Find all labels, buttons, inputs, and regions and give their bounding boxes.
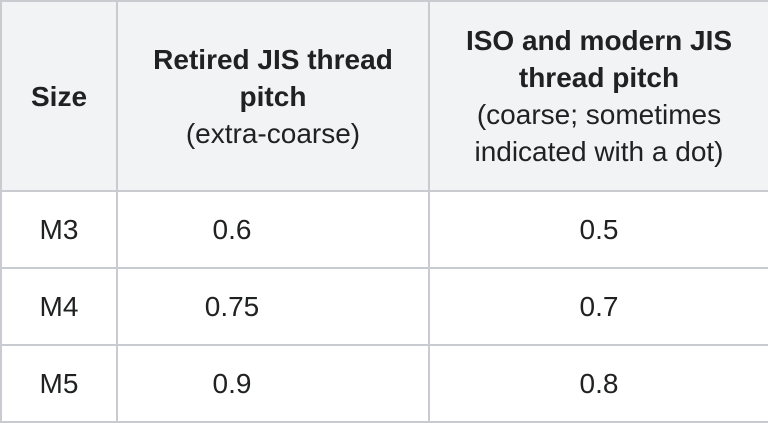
table-row: M5 0.9 0.8 <box>0 344 768 423</box>
header-title: ISO and modern JIS thread pitch <box>465 25 733 93</box>
table-cell: 0.7 <box>428 267 768 346</box>
header-title: Retired JIS thread pitch <box>153 43 393 112</box>
table-cell: 0.75 <box>116 267 430 346</box>
table-cell: M3 <box>0 190 118 269</box>
header-note: (extra-coarse) <box>185 117 361 149</box>
header-note: (coarse; sometimes indicated with a dot) <box>474 99 724 167</box>
table-cell: 0.9 <box>116 344 430 423</box>
header-cell: Retired JIS thread pitch (extra-coarse) <box>116 0 430 192</box>
header-row: Size Retired JIS thread pitch (extra-coars… <box>0 0 768 192</box>
header-title: Size <box>30 80 88 112</box>
table-row: M4 0.75 0.7 <box>0 267 768 346</box>
header-cell: ISO and modern JIS thread pitch (coarse; … <box>428 0 768 192</box>
table-cell: M5 <box>0 344 118 423</box>
table-cell: M4 <box>0 267 118 346</box>
header-cell: Size <box>0 0 118 192</box>
table-cell: 0.8 <box>428 344 768 423</box>
table-body: M3 0.6 0.5 M4 0.75 0.7 M5 0.9 0.8 <box>0 190 768 423</box>
table-cell: 0.6 <box>116 190 430 269</box>
table-row: M3 0.6 0.5 <box>0 190 768 269</box>
table-cell: 0.5 <box>428 190 768 269</box>
